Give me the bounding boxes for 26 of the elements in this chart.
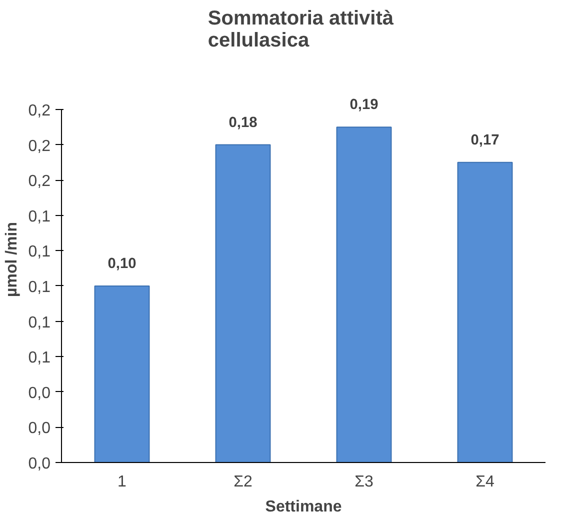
- data-label: 0,10: [108, 256, 136, 272]
- y-tick-label: 0,0: [28, 420, 51, 438]
- y-tick-label: 0,1: [28, 244, 51, 261]
- bar: [215, 144, 271, 462]
- data-label: 0,18: [228, 114, 258, 131]
- y-tick-label: 0,1: [28, 314, 51, 332]
- y-tick-label: 0,1: [28, 278, 51, 296]
- bar: [336, 126, 392, 462]
- x-tick-label: Σ4: [476, 474, 494, 490]
- y-axis-title: µmol /min: [3, 222, 20, 297]
- y-tick-label: 0,0: [28, 384, 51, 402]
- y-tick-label: 0,0: [28, 456, 51, 472]
- x-tick-label: Σ2: [234, 474, 252, 490]
- y-tick-label: 0,2: [28, 173, 51, 190]
- y-tick-label: 0,1: [28, 350, 51, 367]
- y-tick-label: 0,2: [28, 102, 51, 120]
- x-tick-label: Σ3: [354, 474, 374, 490]
- data-label: 0,17: [470, 132, 500, 148]
- chart-title: Sommatoria attività cellulasica: [208, 8, 394, 52]
- bar: [457, 162, 513, 462]
- y-tick-label: 0,1: [28, 208, 51, 226]
- x-axis-title: Settimane: [265, 498, 342, 516]
- x-tick-label: 1: [118, 474, 127, 490]
- y-tick-label: 0,2: [28, 138, 51, 155]
- data-label: 0,19: [350, 97, 378, 114]
- bar: [94, 285, 150, 462]
